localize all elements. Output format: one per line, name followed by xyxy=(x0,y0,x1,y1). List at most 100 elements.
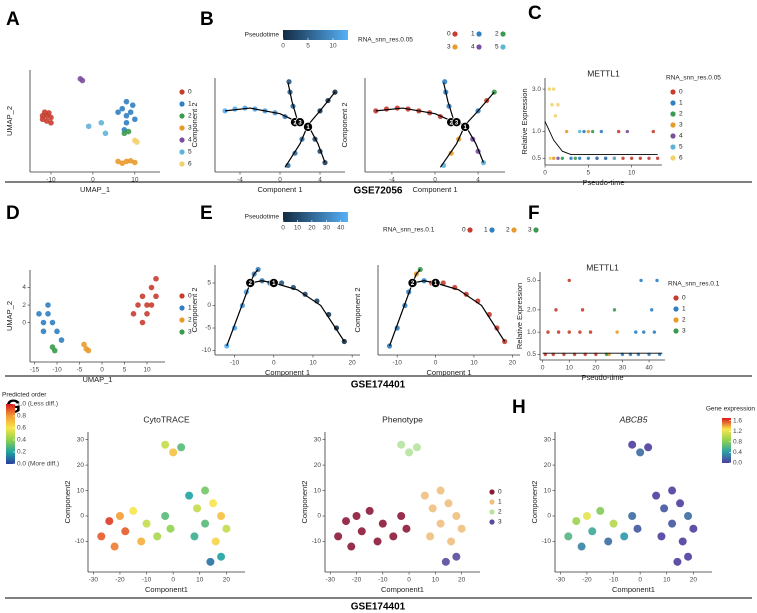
legend-swatch xyxy=(476,31,482,37)
point xyxy=(177,443,186,452)
legend-swatch xyxy=(179,161,185,167)
point xyxy=(599,129,604,134)
branch-label: 3 xyxy=(298,120,302,126)
legend-label: 0 xyxy=(498,489,502,496)
y-axis-label: Component2 xyxy=(530,481,539,524)
x-tick-label: 4 xyxy=(476,177,480,184)
colorbar-tick-label: 1.2 xyxy=(733,428,742,435)
y-axis-label: Component 2 xyxy=(190,102,199,147)
branch-point xyxy=(245,278,256,288)
x-tick-label: -30 xyxy=(89,577,99,584)
x-tick-label: -20 xyxy=(582,577,592,584)
legend-swatch xyxy=(500,44,506,50)
point xyxy=(161,512,170,520)
point xyxy=(588,527,597,536)
point xyxy=(135,302,141,308)
legend-swatch xyxy=(476,44,482,50)
panel-title: METTL1 xyxy=(586,262,619,272)
colorbar-title: Pseudotime xyxy=(245,32,280,39)
x-tick-label: 20 xyxy=(349,360,357,367)
y-tick-label: 2.0 xyxy=(527,307,536,314)
point xyxy=(428,504,437,513)
point xyxy=(222,524,231,533)
legend-label: 2 xyxy=(506,227,510,234)
point xyxy=(620,532,629,541)
legend-swatch xyxy=(670,111,676,117)
point xyxy=(609,519,618,528)
x-tick-label: 10 xyxy=(432,577,440,584)
point xyxy=(129,506,138,515)
panel-letter: E xyxy=(200,203,213,224)
point xyxy=(153,532,162,541)
point xyxy=(642,330,646,334)
point xyxy=(161,440,170,449)
legend-label: 1 xyxy=(188,305,192,312)
legend-swatch xyxy=(489,489,495,495)
y-tick-label: -10 xyxy=(312,538,322,545)
point xyxy=(684,512,693,520)
x-tick-label: 10 xyxy=(309,360,317,367)
point xyxy=(652,491,661,500)
point xyxy=(442,79,448,85)
colorbar-title: Gene expression xyxy=(706,406,756,413)
legend-swatch xyxy=(533,227,539,233)
point xyxy=(365,506,374,515)
colorbar-tick-label: 30 xyxy=(323,225,331,232)
point xyxy=(678,537,687,546)
x-tick-label: 10 xyxy=(196,577,204,584)
trajectory xyxy=(224,107,299,123)
panel-title: METTL1 xyxy=(587,68,620,78)
colorbar-tick-label: 0.6 xyxy=(17,425,26,432)
branch-point xyxy=(268,278,279,288)
point xyxy=(668,519,677,528)
legend-swatch xyxy=(179,329,185,335)
trajectory xyxy=(443,82,455,123)
x-tick-label: 4 xyxy=(318,177,322,184)
branch-label: 2 xyxy=(411,281,415,287)
trajectory xyxy=(435,282,506,342)
colorbar-tick-label: 1.0 (Less diff.) xyxy=(17,401,58,408)
point xyxy=(206,557,215,566)
branch-point xyxy=(407,278,418,288)
point xyxy=(436,519,445,528)
legend-label: 0 xyxy=(188,89,192,96)
y-axis-label: Component 2 xyxy=(190,287,199,332)
point xyxy=(49,319,56,326)
legend-label: 2 xyxy=(188,113,192,120)
point xyxy=(81,341,87,348)
y-tick-label: 3.0 xyxy=(532,86,541,93)
x-tick-label: 10 xyxy=(566,365,574,372)
x-tick-label: -4 xyxy=(389,177,395,184)
colorbar-tick-label: 40 xyxy=(337,225,345,232)
colorbar-tick-label: 0.0 xyxy=(733,460,742,467)
trajectory xyxy=(284,124,309,168)
panel-letter: H xyxy=(512,397,526,418)
point xyxy=(129,102,136,108)
point xyxy=(567,278,571,283)
point xyxy=(634,330,638,334)
x-tick-label: 20 xyxy=(223,577,231,584)
y-tick-label: 0.5 xyxy=(527,351,536,358)
legend-label: 1 xyxy=(188,101,192,108)
trajectory xyxy=(439,124,466,168)
point xyxy=(657,532,666,541)
y-tick-label: 2 xyxy=(22,302,26,309)
point xyxy=(588,330,593,334)
y-tick-label: -5 xyxy=(205,325,211,332)
point xyxy=(612,156,617,160)
point xyxy=(48,114,54,121)
point xyxy=(132,159,138,166)
y-tick-label: 30 xyxy=(77,436,85,443)
section-label: GSE174401 xyxy=(351,602,406,613)
point xyxy=(169,448,178,457)
point xyxy=(556,103,560,107)
x-axis-label: Component1 xyxy=(381,585,424,594)
colorbar xyxy=(722,418,731,463)
point xyxy=(573,156,578,160)
point xyxy=(596,506,605,515)
point xyxy=(412,443,421,452)
point xyxy=(604,537,613,546)
x-tick-label: 30 xyxy=(619,365,627,372)
legend-label: 2 xyxy=(498,509,502,516)
point xyxy=(123,158,130,165)
